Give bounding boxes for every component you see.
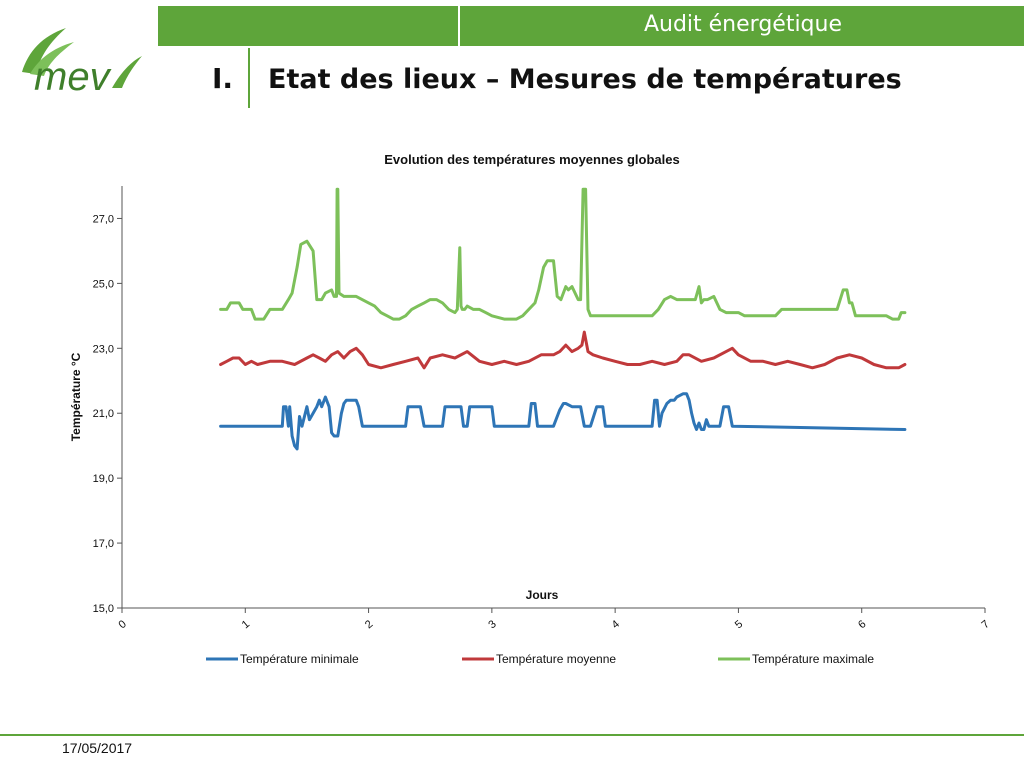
chart-axes: 15,0 17,0 19,0 21,0 23,0 25,0 27,0 0 1 2 3 4 5 6 7	[93, 186, 992, 631]
legend-label: Température moyenne	[496, 652, 616, 666]
x-tick-label: 6	[856, 618, 868, 631]
x-axis-label: Jours	[526, 588, 559, 602]
page-title: Etat des lieux – Mesures de températures	[268, 64, 902, 95]
section-number: I.	[212, 62, 234, 95]
series-line-max	[219, 187, 907, 321]
legend-label: Température minimale	[240, 652, 359, 666]
y-axis-label: Température °C	[69, 352, 83, 441]
mev-logo: mev	[22, 28, 142, 99]
header-bar: Audit énergétique	[158, 6, 1024, 46]
header-divider	[458, 6, 460, 46]
y-tick-label: 21,0	[93, 408, 114, 420]
x-tick-label: 4	[610, 618, 622, 631]
y-tick-label: 23,0	[93, 343, 114, 355]
legend-label: Température maximale	[752, 652, 874, 666]
svg-text:mev: mev	[34, 55, 112, 99]
x-tick-label: 1	[240, 618, 252, 631]
x-tick-label: 0	[116, 618, 128, 631]
x-tick-label: 7	[979, 618, 991, 631]
footer-date: 17/05/2017	[62, 740, 133, 756]
temperature-chart: Evolution des températures moyennes glob…	[69, 152, 992, 666]
x-tick-label: 2	[363, 618, 375, 631]
section-label: Audit énergétique	[643, 12, 842, 37]
title-divider	[248, 48, 250, 108]
y-tick-label: 27,0	[93, 213, 114, 225]
y-tick-label: 17,0	[93, 538, 114, 550]
y-tick-label: 19,0	[93, 473, 114, 485]
x-tick-label: 5	[733, 618, 745, 631]
series-line-min	[219, 392, 907, 451]
series-line-mean	[219, 330, 907, 370]
footer-line	[0, 734, 1024, 736]
y-tick-label: 25,0	[93, 278, 114, 290]
x-tick-label: 3	[486, 618, 498, 631]
chart-title: Evolution des températures moyennes glob…	[384, 152, 679, 167]
chart-legend: Température minimale Température moyenne T…	[206, 652, 874, 666]
chart-series	[219, 187, 907, 451]
y-tick-label: 15,0	[93, 603, 114, 615]
